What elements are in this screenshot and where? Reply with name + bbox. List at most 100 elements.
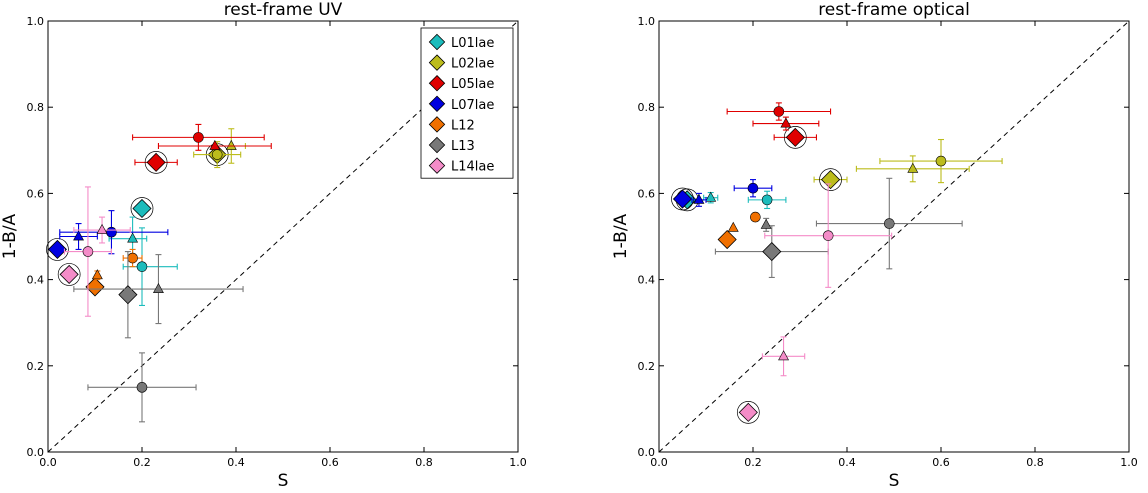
legend-label: L01lae [451,36,494,51]
x-tick-label: 0.8 [415,456,433,469]
series-L02lae [193,128,246,169]
plot-frame [47,20,519,453]
highlight-ring [819,168,842,191]
legend-marker [428,54,446,71]
x-tick-label: 0.4 [838,456,856,469]
highlight-ring [671,187,694,211]
legend-marker [428,136,446,154]
triangle-point [152,282,164,293]
circle-point [761,194,773,206]
y-tick-label: 0.6 [27,187,45,200]
triangle-point [760,218,772,229]
circle-point [106,226,117,238]
diamond-point [132,198,152,219]
legend-label: L02lae [451,57,494,72]
legend-label: L14lae [451,160,494,175]
series-L12 [85,248,143,297]
y-tick-label: 0.6 [638,187,656,200]
triangle-point [91,269,103,280]
legend-marker [428,74,446,92]
diamond-point [146,152,166,172]
diamond-point [762,242,782,262]
series-L12 [717,211,761,250]
circle-point [127,252,138,264]
y-tick-label: 0.8 [27,101,45,114]
chart-panel-1: rest-frame UV 0.0 0.2 0.4 0.6 0.8 1.0 0.0 0.2 0.4… [0,0,527,491]
triangle-point [693,193,705,204]
highlight-ring [783,126,807,149]
x-tick-label: 0.0 [650,456,668,469]
diamond-point [47,239,67,259]
chart-panel-2: rest-frame optical 0.0 0.2 0.4 0.6 0.8 1.0 0.0 0… [611,0,1138,491]
legend-label: L13 [451,139,475,154]
x-tick-label: 0.8 [1026,456,1044,469]
triangle-point [705,191,717,202]
legend-marker [428,116,446,133]
x-tick-label: 0.0 [39,456,57,469]
legend-marker [428,33,446,51]
triangle-point [225,139,237,150]
circle-point [747,182,759,194]
circle-point [822,230,834,241]
reference-line [658,20,1130,453]
legend-marker [428,157,446,174]
diamond-point [820,170,841,190]
y-axis-label: 1-B/A [611,213,631,259]
series-L05lae [726,102,832,149]
diamond-point [59,264,79,284]
circle-point [883,218,895,229]
circle-point [773,106,785,117]
x-tick-label: 0.6 [932,456,950,469]
series-L07lae [671,179,773,211]
legend: L01lae L02lae L05lae L07lae L12 L13 L14lae [420,27,514,179]
series-L13 [73,251,244,423]
triangle-point [907,162,919,173]
diamond-point [738,402,758,422]
chart-title: rest-frame optical [818,0,970,20]
series-L02lae [813,138,1003,191]
highlight-ring [130,197,154,220]
y-tick-label: 1.0 [27,15,45,28]
y-tick-label: 0.8 [638,101,656,114]
x-axis-label: S [278,471,289,491]
circle-point [935,155,947,167]
series-L07lae [46,210,169,261]
diamond-point [717,229,737,250]
legend-label: L12 [451,118,475,133]
y-tick-label: 0.2 [27,360,45,373]
highlight-ring [144,151,168,174]
legend-label: L05lae [451,77,494,92]
highlight-ring [46,238,69,261]
triangle-point [780,117,792,128]
triangle-point [727,221,739,232]
highlight-ring [57,263,81,286]
series-L01lae [108,197,178,307]
y-tick-label: 0.4 [638,274,656,287]
circle-point [136,261,148,272]
y-tick-label: 0.0 [27,446,45,459]
x-tick-label: 0.2 [744,456,762,469]
series-L14lae [57,186,131,317]
y-tick-label: 0.4 [27,274,45,287]
chart-title: rest-frame UV [224,0,343,20]
series-L05lae [132,123,272,174]
circle-point [750,211,761,223]
plot-frame [658,20,1130,453]
circle-point [82,246,94,257]
highlight-ring [736,400,760,424]
series-L13 [714,177,963,278]
x-axis-label: S [889,471,900,491]
y-tick-label: 0.0 [638,446,656,459]
triangle-point [96,223,108,234]
diamond-point [118,285,138,305]
circle-point [211,149,223,160]
diamond-point [85,277,105,297]
circle-point [136,382,148,393]
x-tick-label: 0.4 [227,456,245,469]
series-L14lae [736,183,893,424]
x-tick-label: 0.2 [133,456,151,469]
circle-point [193,132,204,143]
y-axis-label: 1-B/A [0,213,20,259]
x-tick-label: 1.0 [1120,456,1138,469]
